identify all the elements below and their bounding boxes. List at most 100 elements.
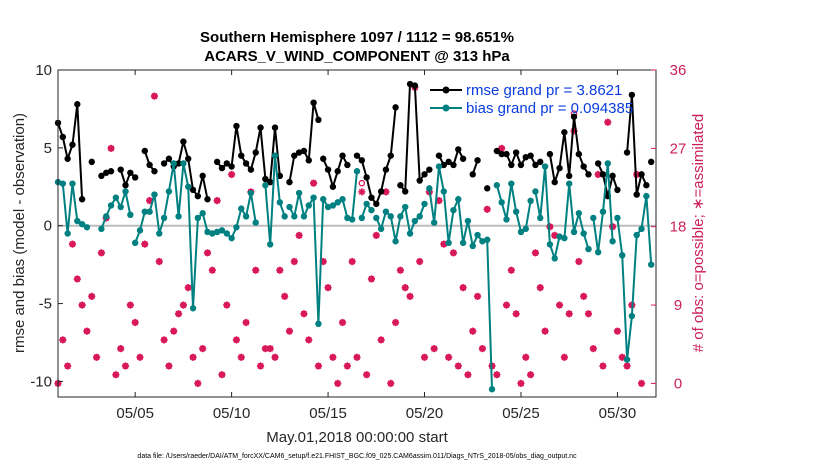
x-tick-label: 05/15 (309, 405, 347, 422)
bias-point (69, 180, 76, 187)
chart-title-line2: ACARS_V_WIND_COMPONENT @ 313 hPa (204, 48, 510, 65)
rmse-point (551, 178, 558, 186)
obs-assimilated-marker (160, 336, 168, 344)
obs-assimilated-marker (150, 92, 159, 100)
bias-point (594, 248, 602, 256)
bias-point (575, 210, 583, 217)
obs-assimilated-marker (469, 327, 477, 335)
bias-point (565, 180, 573, 187)
rmse-point (98, 172, 105, 180)
bias-point (151, 191, 158, 198)
bias-point (541, 163, 549, 170)
obs-assimilated-marker (338, 318, 347, 327)
bias-point (440, 188, 448, 195)
obs-assimilated-marker (285, 327, 294, 335)
bias-point (459, 239, 467, 247)
bias-point (271, 152, 279, 159)
obs-assimilated-marker (184, 284, 192, 292)
bias-point (165, 188, 173, 195)
obs-assimilated-marker (256, 362, 265, 370)
x-tick-label: 05/20 (406, 405, 444, 422)
bias-point (160, 214, 168, 222)
rmse-point (493, 147, 501, 155)
bias-point (633, 231, 640, 239)
obs-assimilated-marker (329, 353, 337, 361)
rmse-point (397, 182, 404, 189)
rmse-point (638, 171, 645, 178)
bias-point (469, 242, 476, 250)
obs-assimilated-marker (305, 336, 313, 344)
obs-assimilated-marker (363, 371, 371, 379)
y-right-tick-label: 0 (674, 375, 682, 392)
obs-count-markers (54, 83, 646, 388)
bias-point (358, 214, 366, 222)
bias-point (647, 261, 655, 268)
bias-point (238, 205, 245, 212)
bias-point (286, 203, 293, 211)
bias-point (353, 168, 361, 175)
bias-point (455, 196, 462, 203)
obs-assimilated-marker (131, 318, 139, 327)
obs-assimilated-marker (97, 249, 106, 257)
bias-point (199, 210, 206, 217)
rmse-point (257, 124, 264, 131)
rmse-point (594, 160, 602, 167)
rmse-point (262, 175, 269, 183)
bias-point (416, 213, 423, 220)
bias-point (136, 227, 144, 234)
bias-point (339, 196, 346, 203)
rmse-point (406, 80, 414, 88)
bias-point (112, 194, 120, 201)
bias-point (503, 216, 510, 223)
rmse-point (329, 183, 337, 190)
rmse-point (508, 161, 515, 169)
obs-assimilated-marker (203, 249, 212, 257)
rmse-point (160, 160, 168, 167)
bias-point (546, 241, 554, 248)
obs-assimilated-marker (237, 353, 245, 361)
obs-assimilated-marker (136, 353, 144, 361)
obs-assimilated-marker (372, 231, 380, 240)
rmse-point (213, 158, 221, 166)
rmse-point (122, 182, 129, 189)
rmse-point (599, 171, 607, 178)
obs-assimilated-marker (604, 118, 612, 126)
rmse-point (271, 124, 279, 131)
bias-point (570, 228, 578, 236)
bias-point (493, 182, 501, 189)
rmse-point (474, 157, 481, 164)
obs-assimilated-marker (512, 310, 520, 318)
obs-assimilated-marker (464, 371, 472, 379)
bias-point (185, 183, 192, 190)
obs-assimilated-marker (459, 284, 467, 292)
bias-point (262, 182, 269, 189)
rmse-point (228, 163, 235, 170)
bias-point (527, 197, 534, 204)
bias-point (537, 214, 544, 222)
obs-assimilated-marker (531, 249, 540, 257)
bias-point (638, 225, 645, 233)
bias-point (551, 255, 558, 262)
bias-point (517, 228, 525, 236)
bias-point (213, 228, 221, 236)
obs-assimilated-marker (276, 266, 284, 274)
rmse-point (286, 178, 293, 186)
obs-assimilated-marker (300, 310, 308, 318)
rmse-point (532, 161, 539, 169)
rmse-point (242, 160, 250, 167)
bias-point (498, 199, 505, 206)
bias-point (74, 217, 81, 225)
rmse-point (421, 171, 428, 178)
rmse-point (233, 122, 240, 130)
rmse-point (546, 150, 554, 158)
y-axis-right-label: # of obs: o=possible; ∗=assimilated (690, 114, 707, 353)
x-axis-label: May.01,2018 00:00:00 start (266, 429, 448, 446)
rmse-point (647, 158, 655, 166)
obs-assimilated-marker (353, 353, 361, 361)
bias-point (445, 239, 452, 247)
rmse-point (517, 161, 525, 169)
bias-point (146, 208, 153, 215)
bias-point (363, 200, 370, 208)
obs-assimilated-marker (242, 318, 250, 327)
